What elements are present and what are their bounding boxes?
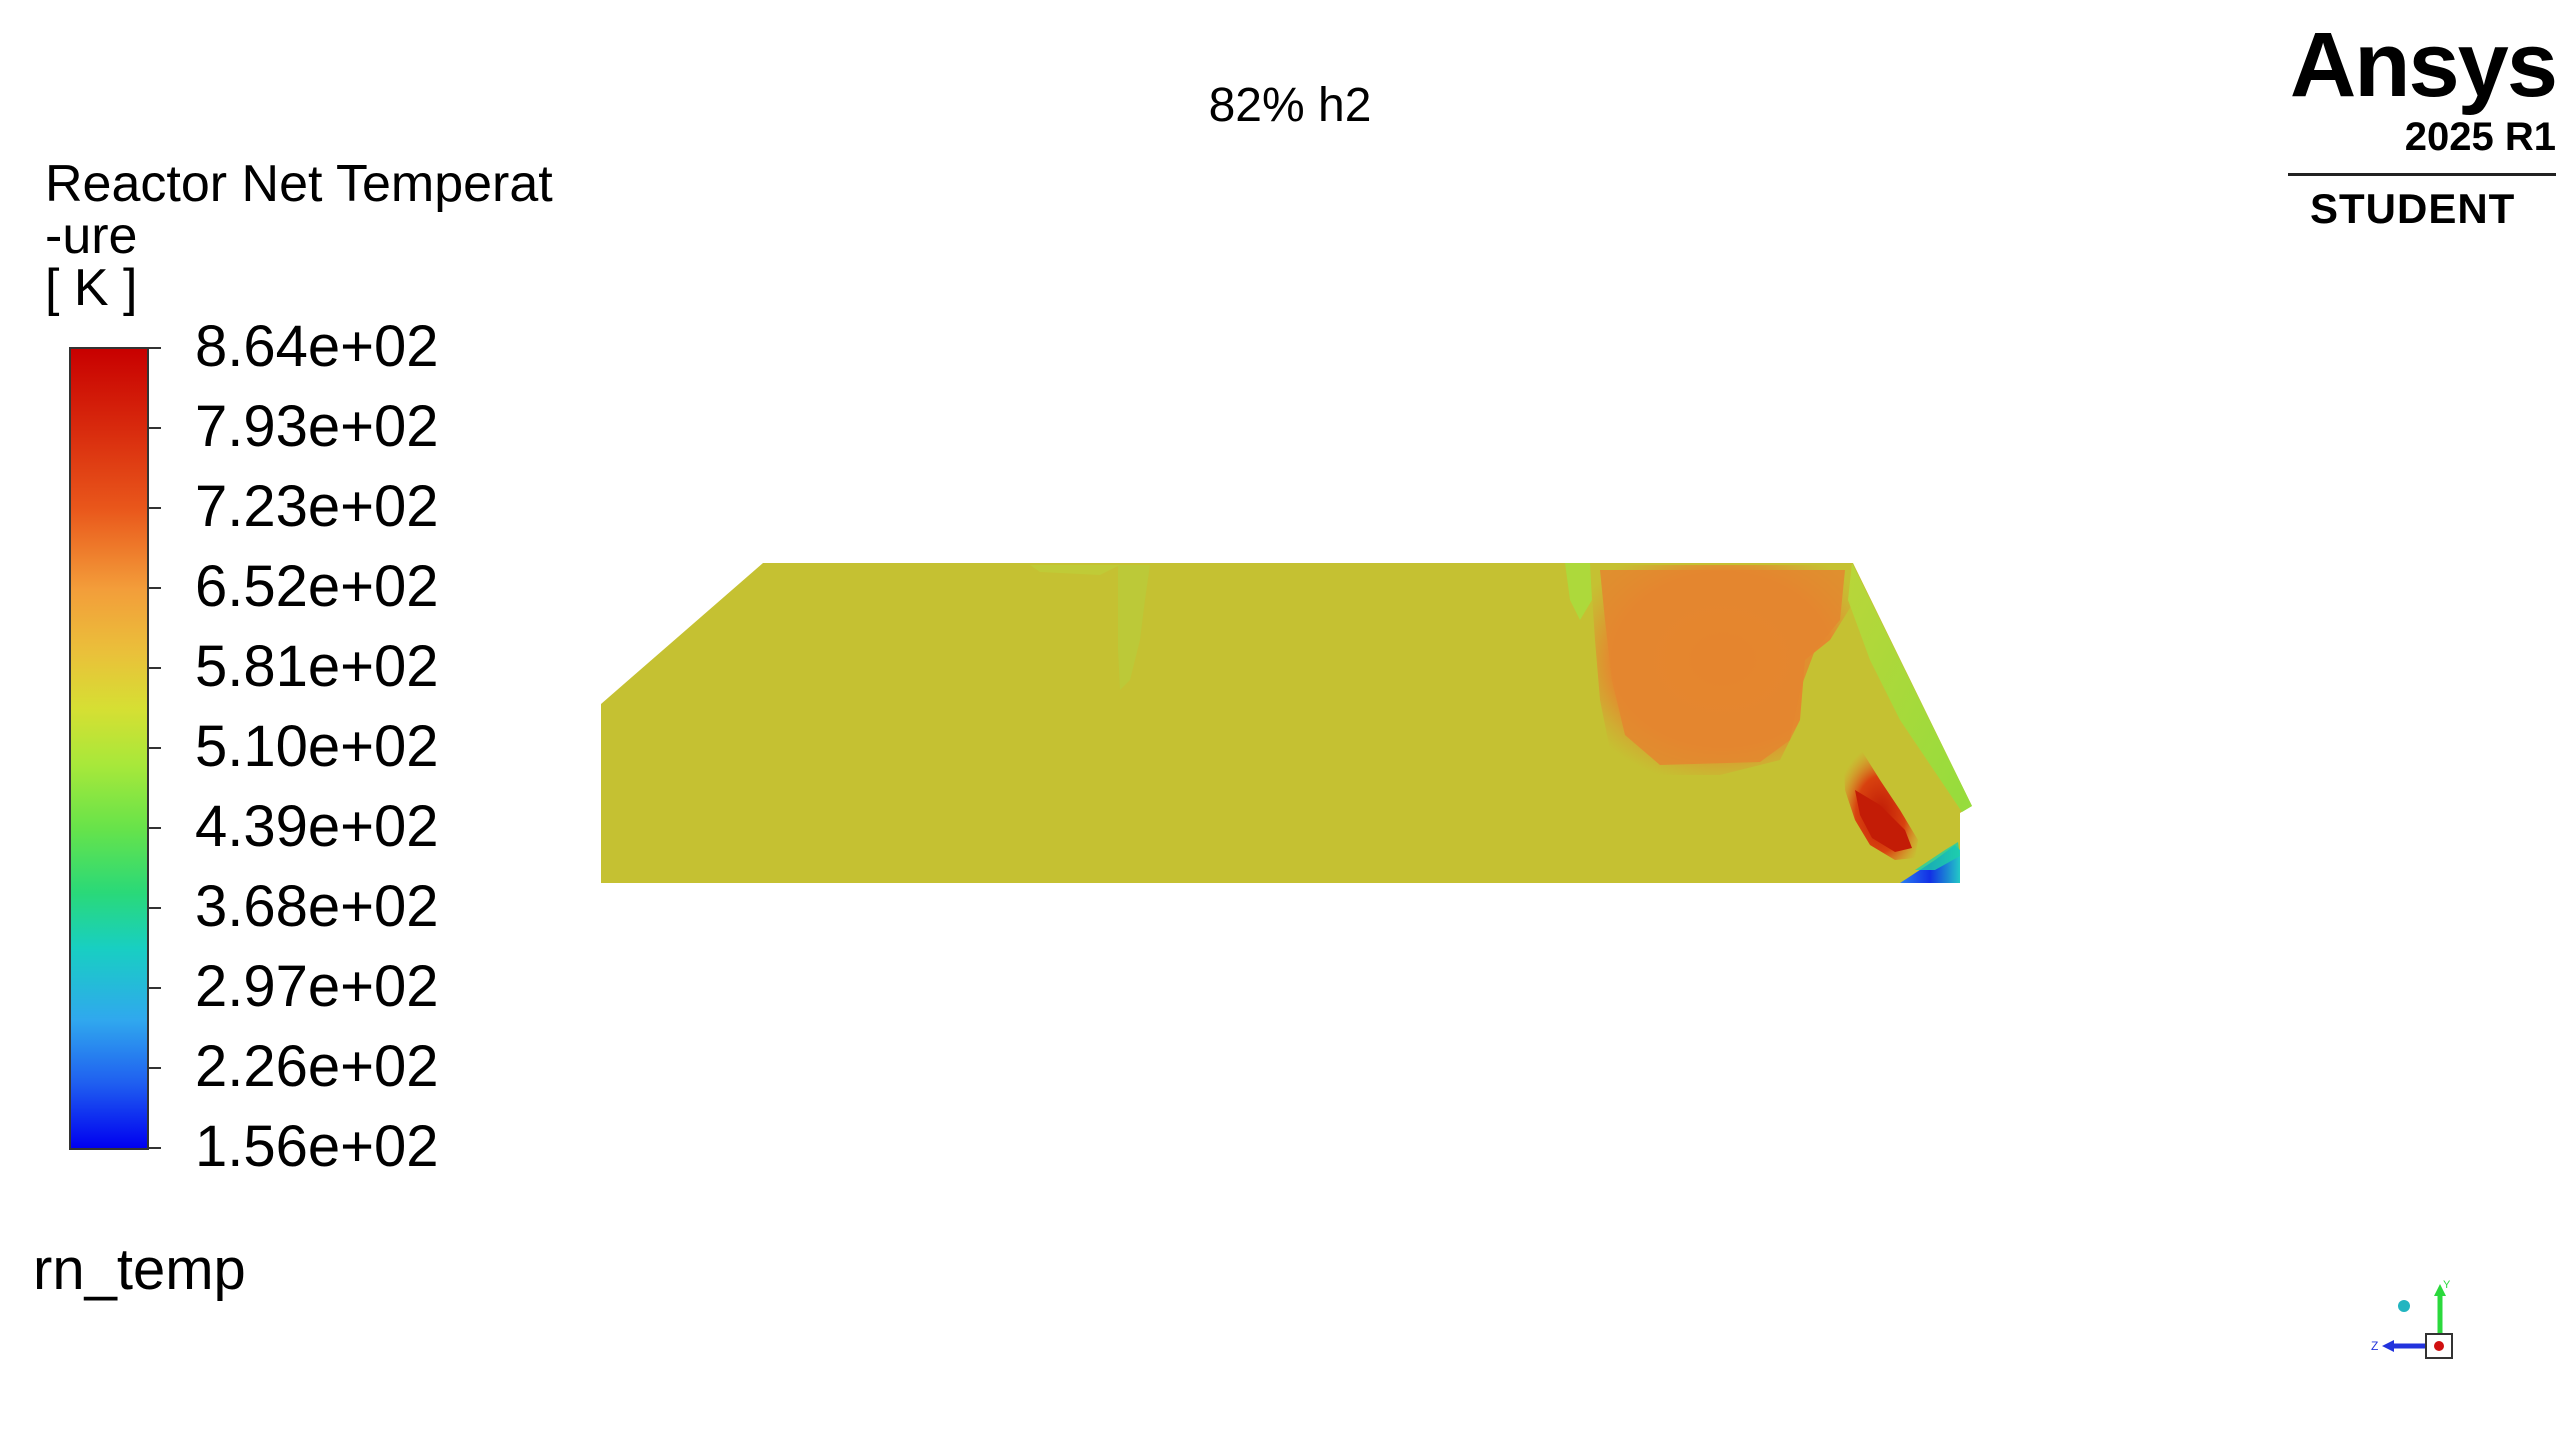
legend-tick	[149, 747, 161, 749]
legend-labels: 8.64e+02 7.93e+02 7.23e+02 6.52e+02 5.81…	[195, 318, 495, 1176]
plume-streak-top	[1030, 565, 1120, 575]
legend-label: 7.93e+02	[195, 394, 439, 459]
legend-tick	[149, 1067, 161, 1069]
triad-y-label: Y	[2443, 1280, 2451, 1291]
axes-triad[interactable]: Y Z	[2370, 1280, 2470, 1380]
triad-x-axis-icon	[2434, 1341, 2444, 1351]
legend-label: 4.39e+02	[195, 794, 439, 859]
legend-title-line-2: -ure	[45, 207, 138, 265]
triad-z-label: Z	[2371, 1339, 2378, 1353]
legend-colorbar	[69, 347, 149, 1150]
legend-title: Reactor Net Temperat -ure [ K ]	[45, 158, 553, 314]
legend-ticks	[149, 347, 161, 1150]
hottest-core	[1855, 790, 1912, 852]
hot-region-core	[1600, 570, 1845, 765]
wall-boundary	[1848, 563, 1972, 812]
triad-origin-dot-icon	[2398, 1300, 2410, 1312]
legend-tick	[149, 667, 161, 669]
contour-variable-name: rn_temp	[33, 1237, 246, 1302]
legend-tick	[149, 587, 161, 589]
cold-jet-edge	[1915, 842, 1960, 870]
triad-y-arrow-icon	[2434, 1284, 2446, 1296]
legend-label: 1.56e+02	[195, 1114, 439, 1179]
logo-product: Ansys	[2289, 14, 2558, 116]
legend-tick	[149, 427, 161, 429]
legend-label: 5.81e+02	[195, 634, 439, 699]
legend-label: 8.64e+02	[195, 314, 439, 379]
legend-tick	[149, 907, 161, 909]
legend-label: 2.26e+02	[195, 1034, 439, 1099]
ansys-logo: Ansys 2025 R1 STUDENT	[2280, 14, 2560, 232]
logo-divider	[2288, 173, 2556, 176]
plot-title: 82% h2	[1208, 79, 1372, 132]
legend-tick	[149, 987, 161, 989]
legend-label: 5.10e+02	[195, 714, 439, 779]
legend-label: 7.23e+02	[195, 474, 439, 539]
legend-label: 2.97e+02	[195, 954, 439, 1019]
triad-z-arrow-icon	[2382, 1340, 2394, 1352]
legend-tick	[149, 507, 161, 509]
plume-streak	[1118, 565, 1150, 690]
legend-title-line-1: Reactor Net Temperat	[45, 155, 553, 213]
legend-label: 3.68e+02	[195, 874, 439, 939]
legend-title-units: [ K ]	[45, 259, 138, 317]
legend-tick	[149, 347, 161, 349]
legend-tick	[149, 1147, 161, 1149]
logo-edition: STUDENT	[2310, 185, 2516, 232]
logo-release: 2025 R1	[2404, 115, 2556, 159]
legend-tick	[149, 827, 161, 829]
legend-label: 6.52e+02	[195, 554, 439, 619]
inlet-boundary-left	[1565, 563, 1592, 620]
